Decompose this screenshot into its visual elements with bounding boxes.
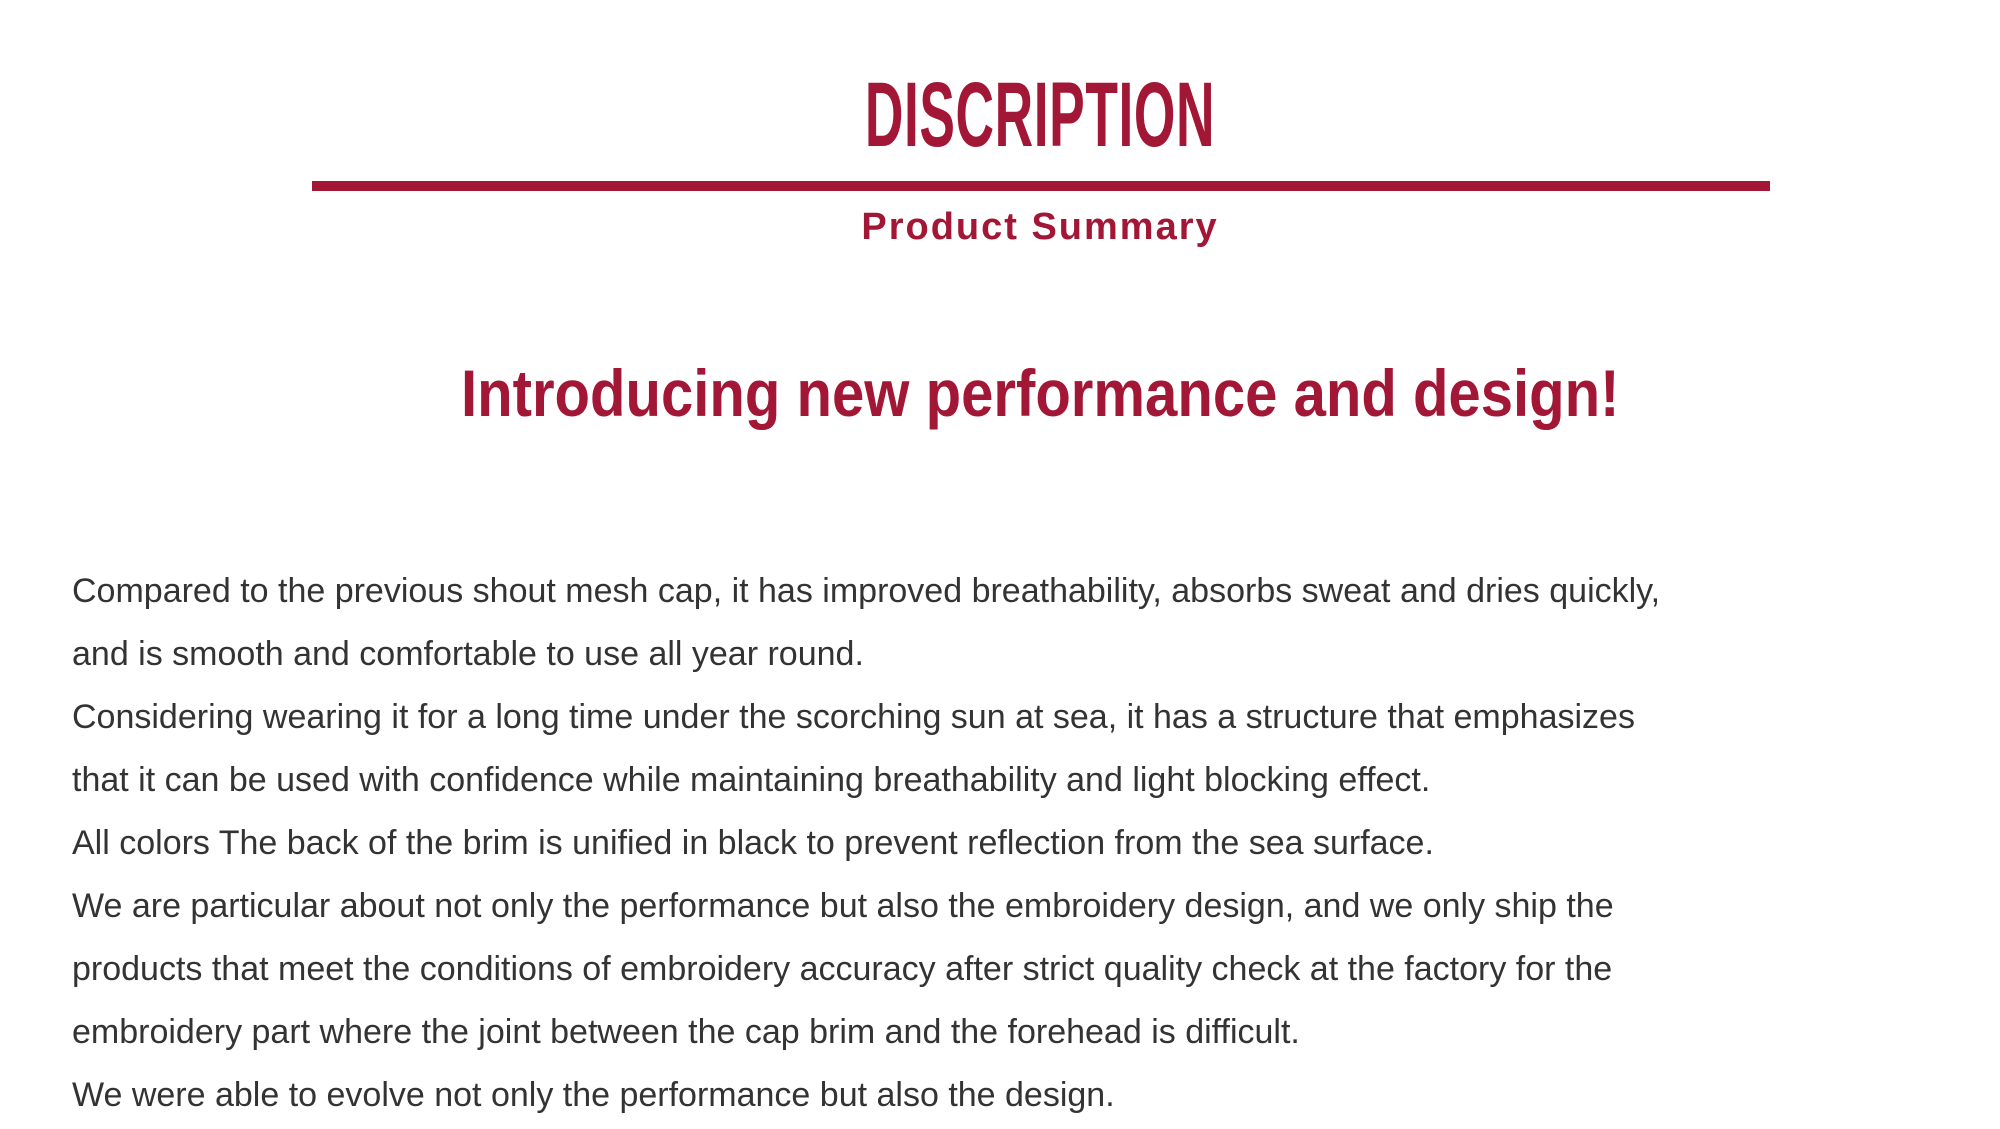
catchphrase-heading: Introducing new performance and design! (0, 356, 2000, 439)
body-text-line: All colors The back of the brim is unifi… (72, 824, 1434, 862)
catchphrase-heading-text: Introducing new performance and design! (460, 356, 1620, 430)
body-text-line: We were able to evolve not only the perf… (72, 1076, 1115, 1114)
body-text-line: We are particular about not only the per… (72, 887, 1614, 925)
body-text-line: Considering wearing it for a long time u… (72, 698, 1635, 736)
body-text-line: products that meet the conditions of emb… (72, 950, 1613, 988)
product-summary-content: Introducing new performance and design! … (0, 356, 2000, 1127)
body-text-line: and is smooth and comfortable to use all… (72, 635, 864, 673)
section-header: DISCRIPTION Product Summary (0, 64, 2000, 249)
product-summary-text: Compared to the previous shout mesh cap,… (0, 560, 2000, 1127)
body-text-line: that it can be used with confidence whil… (72, 761, 1431, 799)
page-title: DISCRIPTION (0, 64, 2000, 170)
divider-rule (312, 181, 1770, 191)
body-text-line: embroidery part where the joint between … (72, 1013, 1300, 1051)
section-subtitle: Product Summary (861, 206, 1219, 248)
page-title-text: DISCRIPTION (864, 64, 1216, 166)
body-text-line: Compared to the previous shout mesh cap,… (72, 572, 1661, 610)
